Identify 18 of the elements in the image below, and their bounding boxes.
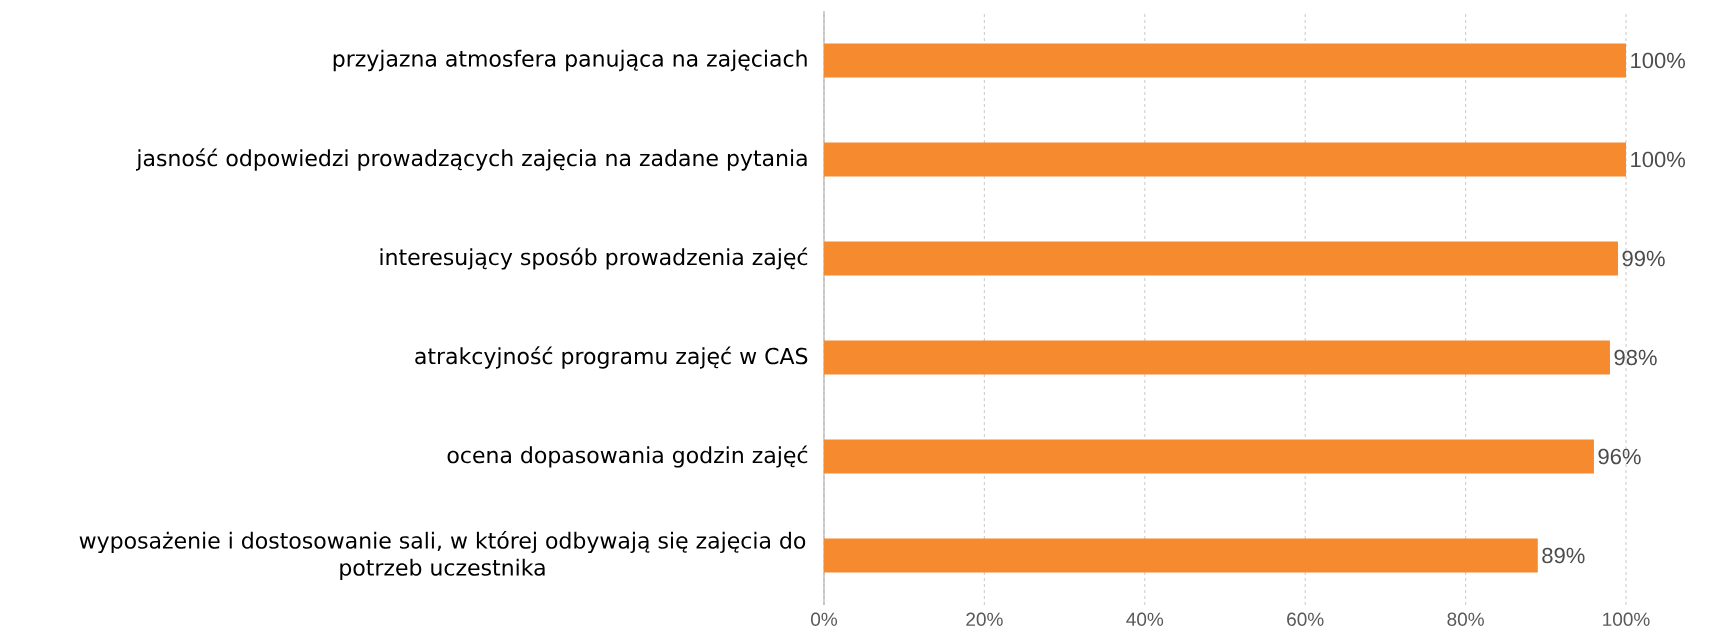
y-tick-label: ocena dopasowania godzin zajęć xyxy=(447,445,808,468)
y-tick-label: interesujący sposób prowadzenia zajęć xyxy=(380,247,808,270)
x-tick-label: 40% xyxy=(1126,612,1164,626)
x-tick-label: 80% xyxy=(1447,612,1484,626)
x-tick-label: 60% xyxy=(1287,612,1324,626)
y-tick-label: atrakcyjność programu zajęć w CAS xyxy=(415,346,808,369)
data-label: 89% xyxy=(1542,547,1585,564)
y-tick-label: wyposażenie i dostosowanie sali, w której odbywają się zajęcia do potrzeb uczestnika xyxy=(79,530,806,581)
y-tick-label: jasność odpowiedzi prowadzących zajęcia na zadane pytania xyxy=(135,148,807,171)
x-tick-label: 100% xyxy=(1603,612,1650,626)
data-label: 99% xyxy=(1622,250,1665,267)
x-tick-label: 20% xyxy=(966,612,1003,626)
data-label: 100% xyxy=(1631,52,1686,69)
data-label: 100% xyxy=(1631,151,1686,168)
x-tick-label: 0% xyxy=(811,612,838,626)
y-tick-label: przyjazna atmosfera panująca na zajęciach xyxy=(333,49,807,72)
data-label: 98% xyxy=(1614,349,1657,366)
data-label: 96% xyxy=(1598,448,1641,465)
